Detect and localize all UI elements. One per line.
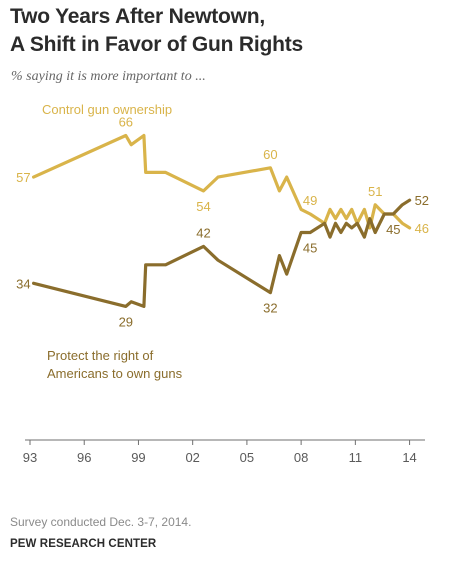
series-line-control <box>32 133 412 230</box>
data-label-control-66: 66 <box>119 114 133 129</box>
data-label-control-46: 46 <box>415 221 429 236</box>
chart-subtitle: % saying it is more important to ... <box>11 69 206 84</box>
data-label-protect-29: 29 <box>119 314 133 329</box>
series-label-control-line-1: Control gun ownership <box>42 102 172 117</box>
x-tick-label-96: 96 <box>77 450 91 465</box>
series-label-protect-line-2: Americans to own guns <box>47 366 183 381</box>
x-tick-label-11: 11 <box>349 450 363 465</box>
data-label-protect-34: 34 <box>16 276 30 291</box>
data-label-control-57: 57 <box>16 170 30 185</box>
data-label-protect-42: 42 <box>196 225 210 240</box>
survey-note: Survey conducted Dec. 3-7, 2014. <box>10 515 192 529</box>
series-line-protect <box>32 198 412 308</box>
x-tick-label-08: 08 <box>294 450 308 465</box>
x-tick-label-99: 99 <box>131 450 145 465</box>
source-credit: PEW RESEARCH CENTER <box>10 538 157 550</box>
data-label-control-60: 60 <box>263 147 277 162</box>
x-tick-label-02: 02 <box>185 450 199 465</box>
data-label-protect-32: 32 <box>263 301 277 316</box>
x-tick-label-14: 14 <box>402 450 416 465</box>
data-label-control-49: 49 <box>303 193 317 208</box>
chart-title-line-1: Two Years After Newtown, <box>10 5 266 28</box>
series-label-protect-line-1: Protect the right of <box>47 348 154 363</box>
data-label-protect-45: 45 <box>386 222 400 237</box>
data-label-control-54: 54 <box>196 199 210 214</box>
x-tick-label-93: 93 <box>23 450 37 465</box>
x-tick-label-05: 05 <box>240 450 254 465</box>
data-label-protect-52: 52 <box>415 193 429 208</box>
data-label-protect-45: 45 <box>303 241 317 256</box>
data-label-control-51: 51 <box>368 184 382 199</box>
chart-title-line-2: A Shift in Favor of Gun Rights <box>10 33 304 56</box>
chart-title: Two Years After Newtown, A Shift in Favo… <box>10 3 303 59</box>
